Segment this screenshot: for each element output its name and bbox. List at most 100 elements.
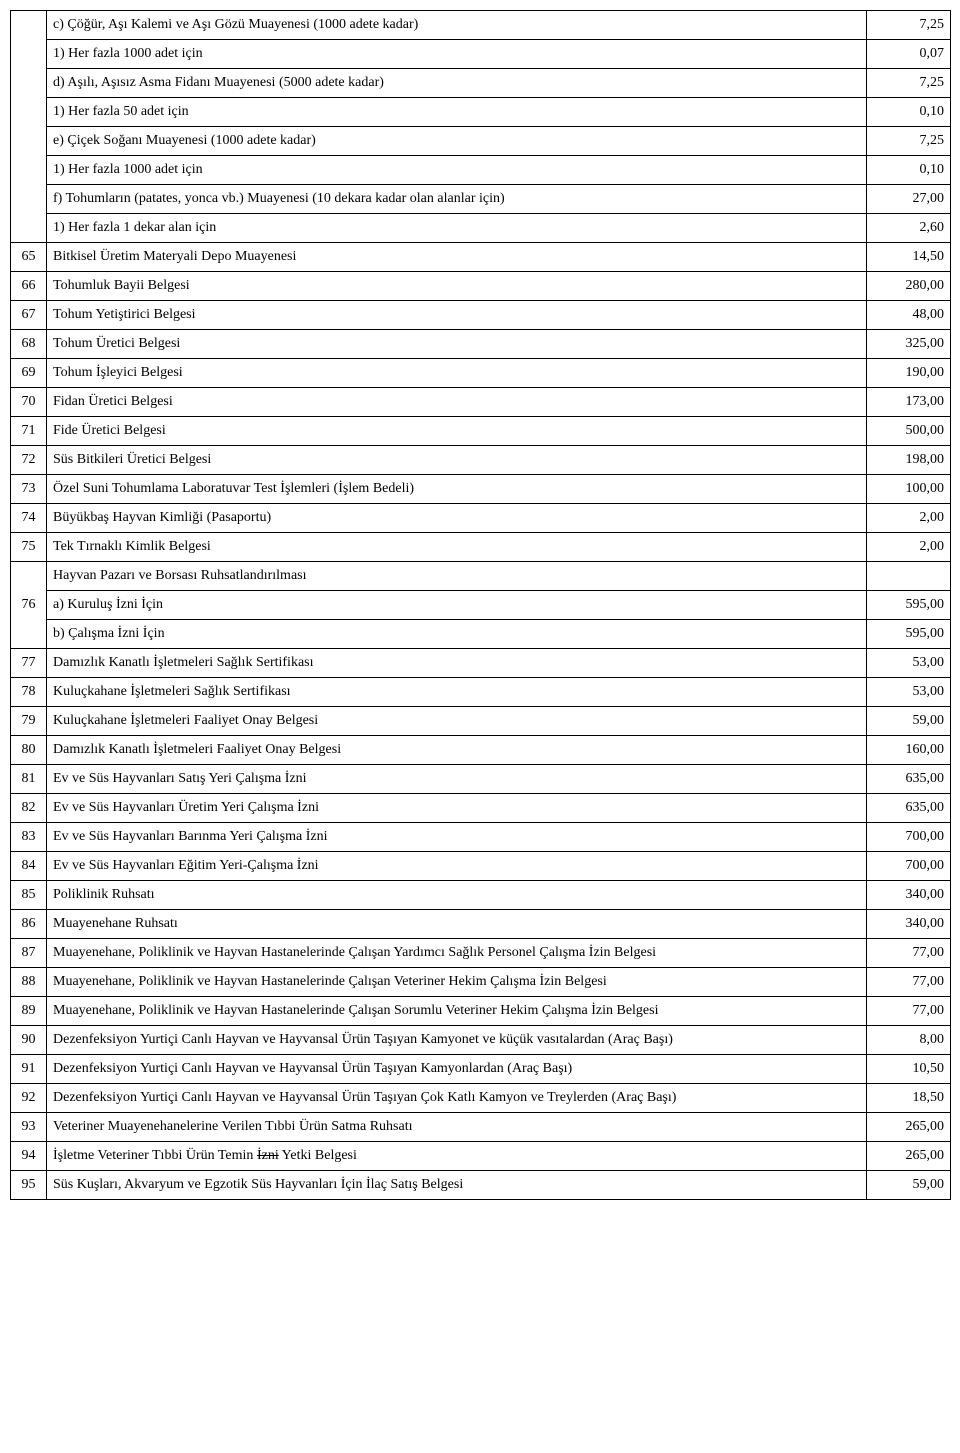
row-desc: Muayenehane, Poliklinik ve Hayvan Hastan… (47, 939, 867, 968)
row-desc: Tohumluk Bayii Belgesi (47, 272, 867, 301)
row-num: 94 (11, 1142, 47, 1171)
row-num: 88 (11, 968, 47, 997)
row-desc: Muayenehane, Poliklinik ve Hayvan Hastan… (47, 997, 867, 1026)
row-value: 59,00 (867, 1171, 951, 1200)
row-num: 83 (11, 823, 47, 852)
row-num: 72 (11, 446, 47, 475)
row-desc: Kuluçkahane İşletmeleri Faaliyet Onay Be… (47, 707, 867, 736)
table-row: 66Tohumluk Bayii Belgesi280,00 (11, 272, 951, 301)
row-value (867, 562, 951, 591)
row-value: 173,00 (867, 388, 951, 417)
row-num: 76 (11, 562, 47, 649)
row-value: 77,00 (867, 997, 951, 1026)
row-desc: 1) Her fazla 50 adet için (47, 98, 867, 127)
row-num: 84 (11, 852, 47, 881)
row-value: 700,00 (867, 823, 951, 852)
row-num-blank (11, 11, 47, 243)
table-row: 72Süs Bitkileri Üretici Belgesi198,00 (11, 446, 951, 475)
row-num: 91 (11, 1055, 47, 1084)
table-row: 78Kuluçkahane İşletmeleri Sağlık Sertifi… (11, 678, 951, 707)
row-num: 69 (11, 359, 47, 388)
table-row: 91Dezenfeksiyon Yurtiçi Canlı Hayvan ve … (11, 1055, 951, 1084)
table-row: 65Bitkisel Üretim Materyali Depo Muayene… (11, 243, 951, 272)
row-value: 0,10 (867, 156, 951, 185)
row-value: 2,00 (867, 504, 951, 533)
table-row: 73Özel Suni Tohumlama Laboratuvar Test İ… (11, 475, 951, 504)
table-row: f) Tohumların (patates, yonca vb.) Muaye… (11, 185, 951, 214)
row-desc: f) Tohumların (patates, yonca vb.) Muaye… (47, 185, 867, 214)
table-row: 87Muayenehane, Poliklinik ve Hayvan Hast… (11, 939, 951, 968)
row-value: 2,60 (867, 214, 951, 243)
table-row: 90Dezenfeksiyon Yurtiçi Canlı Hayvan ve … (11, 1026, 951, 1055)
row-num: 70 (11, 388, 47, 417)
table-row: a) Kuruluş İzni İçin595,00 (11, 591, 951, 620)
table-row: e) Çiçek Soğanı Muayenesi (1000 adete ka… (11, 127, 951, 156)
table-row: 89Muayenehane, Poliklinik ve Hayvan Hast… (11, 997, 951, 1026)
row-value: 27,00 (867, 185, 951, 214)
table-row: 1) Her fazla 1000 adet için0,10 (11, 156, 951, 185)
row-value: 595,00 (867, 620, 951, 649)
row-value: 160,00 (867, 736, 951, 765)
row-desc: Damızlık Kanatlı İşletmeleri Faaliyet On… (47, 736, 867, 765)
row-value: 7,25 (867, 127, 951, 156)
row-value: 48,00 (867, 301, 951, 330)
row-desc: İşletme Veteriner Tıbbi Ürün Temin İzni … (47, 1142, 867, 1171)
row-num: 65 (11, 243, 47, 272)
table-row: 68Tohum Üretici Belgesi325,00 (11, 330, 951, 359)
row-desc: Kuluçkahane İşletmeleri Sağlık Sertifika… (47, 678, 867, 707)
row-desc: Veteriner Muayenehanelerine Verilen Tıbb… (47, 1113, 867, 1142)
row-desc: a) Kuruluş İzni İçin (47, 591, 867, 620)
row-value: 500,00 (867, 417, 951, 446)
table-row: 74Büyükbaş Hayvan Kimliği (Pasaportu)2,0… (11, 504, 951, 533)
row-num: 73 (11, 475, 47, 504)
row-num: 67 (11, 301, 47, 330)
row-desc: Dezenfeksiyon Yurtiçi Canlı Hayvan ve Ha… (47, 1055, 867, 1084)
strike-text: İzni (257, 1148, 279, 1163)
row-desc: Süs Bitkileri Üretici Belgesi (47, 446, 867, 475)
row-desc: Ev ve Süs Hayvanları Üretim Yeri Çalışma… (47, 794, 867, 823)
row-desc: 1) Her fazla 1000 adet için (47, 40, 867, 69)
table-row: 84Ev ve Süs Hayvanları Eğitim Yeri-Çalış… (11, 852, 951, 881)
table-row: 67Tohum Yetiştirici Belgesi48,00 (11, 301, 951, 330)
row-desc: c) Çöğür, Aşı Kalemi ve Aşı Gözü Muayene… (47, 11, 867, 40)
row-value: 0,10 (867, 98, 951, 127)
row-value: 265,00 (867, 1142, 951, 1171)
row-num: 81 (11, 765, 47, 794)
table-row: 92Dezenfeksiyon Yurtiçi Canlı Hayvan ve … (11, 1084, 951, 1113)
table-row: 94İşletme Veteriner Tıbbi Ürün Temin İzn… (11, 1142, 951, 1171)
row-value: 635,00 (867, 765, 951, 794)
row-num: 93 (11, 1113, 47, 1142)
row-value: 77,00 (867, 939, 951, 968)
row-desc: Ev ve Süs Hayvanları Satış Yeri Çalışma … (47, 765, 867, 794)
row-num: 87 (11, 939, 47, 968)
table-row: 95Süs Kuşları, Akvaryum ve Egzotik Süs H… (11, 1171, 951, 1200)
row-num: 66 (11, 272, 47, 301)
row-desc: Büyükbaş Hayvan Kimliği (Pasaportu) (47, 504, 867, 533)
row-value: 265,00 (867, 1113, 951, 1142)
table-row: c) Çöğür, Aşı Kalemi ve Aşı Gözü Muayene… (11, 11, 951, 40)
row-num: 92 (11, 1084, 47, 1113)
table-row: 1) Her fazla 50 adet için0,10 (11, 98, 951, 127)
table-row: 75Tek Tırnaklı Kimlik Belgesi2,00 (11, 533, 951, 562)
row-num: 85 (11, 881, 47, 910)
table-row: d) Aşılı, Aşısız Asma Fidanı Muayenesi (… (11, 69, 951, 98)
row-num: 80 (11, 736, 47, 765)
row-num: 71 (11, 417, 47, 446)
row-num: 78 (11, 678, 47, 707)
table-row: 80Damızlık Kanatlı İşletmeleri Faaliyet … (11, 736, 951, 765)
row-value: 7,25 (867, 69, 951, 98)
row-num: 82 (11, 794, 47, 823)
row-value: 0,07 (867, 40, 951, 69)
row-desc: Tohum İşleyici Belgesi (47, 359, 867, 388)
row-value: 325,00 (867, 330, 951, 359)
table-row: 1) Her fazla 1000 adet için0,07 (11, 40, 951, 69)
row-value: 340,00 (867, 881, 951, 910)
row-num: 89 (11, 997, 47, 1026)
row-value: 595,00 (867, 591, 951, 620)
row-desc: Muayenehane, Poliklinik ve Hayvan Hastan… (47, 968, 867, 997)
row-desc: 1) Her fazla 1 dekar alan için (47, 214, 867, 243)
row-value: 59,00 (867, 707, 951, 736)
table-row: 93Veteriner Muayenehanelerine Verilen Tı… (11, 1113, 951, 1142)
row-desc: Tohum Yetiştirici Belgesi (47, 301, 867, 330)
row-num: 74 (11, 504, 47, 533)
